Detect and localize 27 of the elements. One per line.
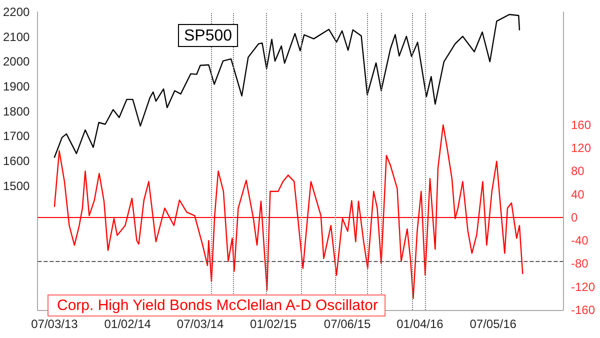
- series-label: Corp. High Yield Bonds McClellan A-D Oscillator: [57, 297, 378, 314]
- y-tick-label: 1600: [2, 154, 30, 168]
- x-tick-label: 07/06/15: [324, 317, 371, 331]
- y2-tick-label: 120: [571, 140, 592, 155]
- x-tick-label: 01/02/14: [104, 317, 152, 331]
- x-tick-label: 07/03/13: [31, 317, 78, 331]
- y-tick-label: 1800: [2, 104, 30, 118]
- y2-tick-label: 80: [571, 164, 585, 178]
- y2-tick-label: -80: [571, 256, 589, 271]
- x-tick-label: 07/05/16: [470, 317, 517, 331]
- y2-tick-label: -160: [571, 303, 596, 317]
- y-tick-label: 2100: [2, 30, 30, 44]
- y-tick-label: 2200: [2, 5, 30, 19]
- y2-tick-label: -40: [571, 234, 589, 248]
- y2-tick-label: -120: [571, 280, 596, 294]
- x-tick-label: 01/04/16: [396, 317, 444, 331]
- x-tick-label: 07/03/14: [176, 317, 224, 331]
- y-tick-label: 1500: [2, 178, 30, 193]
- y2-tick-label: 0: [571, 210, 578, 224]
- y2-tick-label: 160: [571, 118, 592, 132]
- y-tick-label: 1700: [2, 129, 30, 144]
- y-tick-label: 2000: [2, 54, 30, 69]
- x-tick-label: 01/02/15: [250, 317, 298, 331]
- y2-tick-label: 40: [571, 187, 585, 202]
- line-series: [54, 14, 520, 158]
- series-label: SP500: [184, 28, 232, 44]
- y-tick-label: 1900: [2, 80, 30, 94]
